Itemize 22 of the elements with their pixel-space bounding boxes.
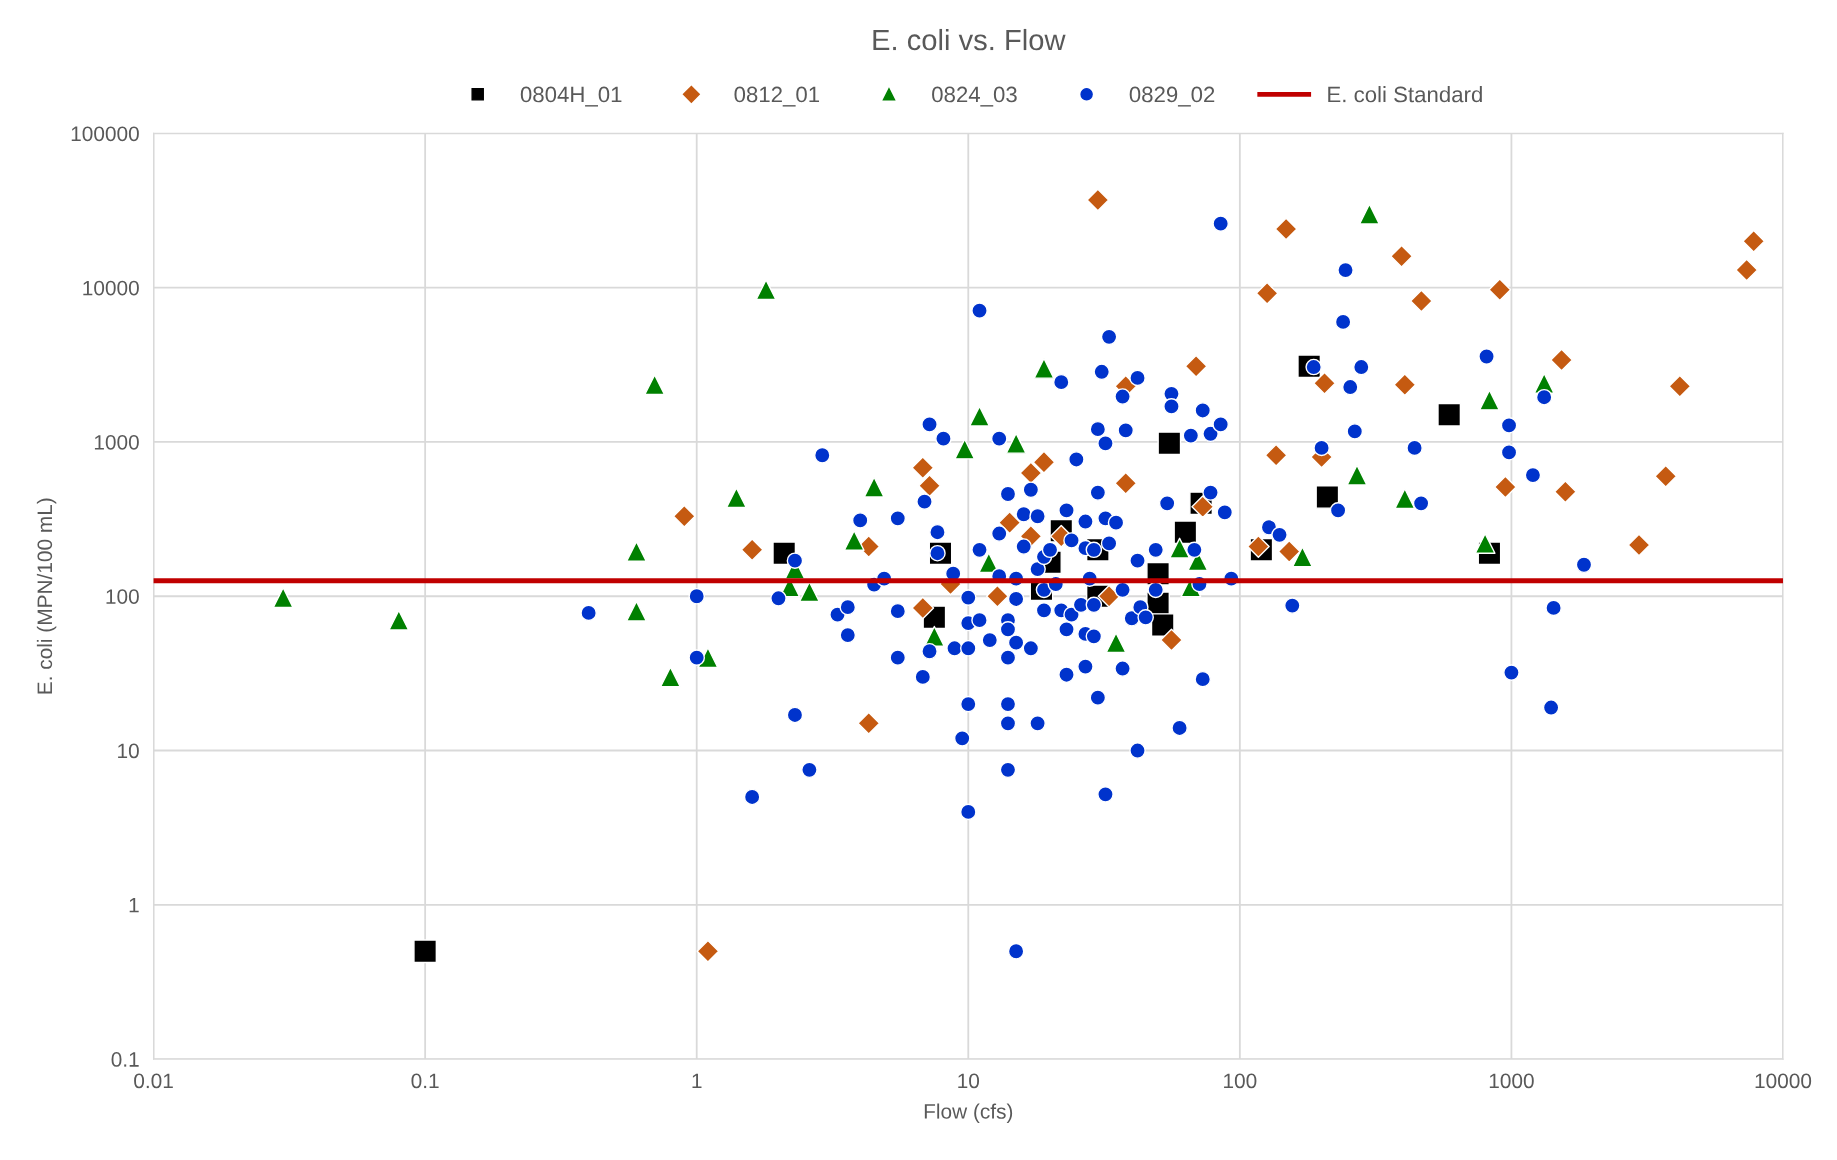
y-tick-label: 0.1	[111, 1052, 139, 1067]
x-tick-label: 0.01	[134, 1073, 173, 1089]
x-tick-label: 10	[958, 1073, 980, 1089]
legend-label: E. coli Standard	[1328, 86, 1482, 103]
x-tick-label: 100	[1224, 1073, 1257, 1089]
y-tick-label: 10000	[83, 280, 139, 296]
legend-label: 0829_02	[1129, 86, 1215, 107]
legend-label: 0804H_01	[520, 86, 622, 107]
y-tick-label: 100	[106, 589, 139, 604]
y-tick-label: 1	[129, 898, 139, 913]
x-tick-label: 1000	[1489, 1073, 1534, 1089]
legend-label: 0812_01	[734, 86, 820, 107]
chart-title: E. coli vs. Flow	[873, 28, 1066, 51]
x-tick-label: 1	[692, 1073, 702, 1089]
legend-label: 0824_03	[932, 86, 1017, 107]
x-tick-label: 10000	[1755, 1073, 1812, 1089]
y-tick-label: 10	[118, 743, 139, 759]
y-tick-label: 100000	[71, 126, 139, 142]
y-axis-title: E. coli (MPN/100 mL)	[36, 498, 57, 694]
x-axis-title: Flow (cfs)	[924, 1103, 1013, 1123]
x-tick-label: 0.1	[411, 1073, 439, 1089]
y-tick-label: 1000	[94, 434, 139, 450]
